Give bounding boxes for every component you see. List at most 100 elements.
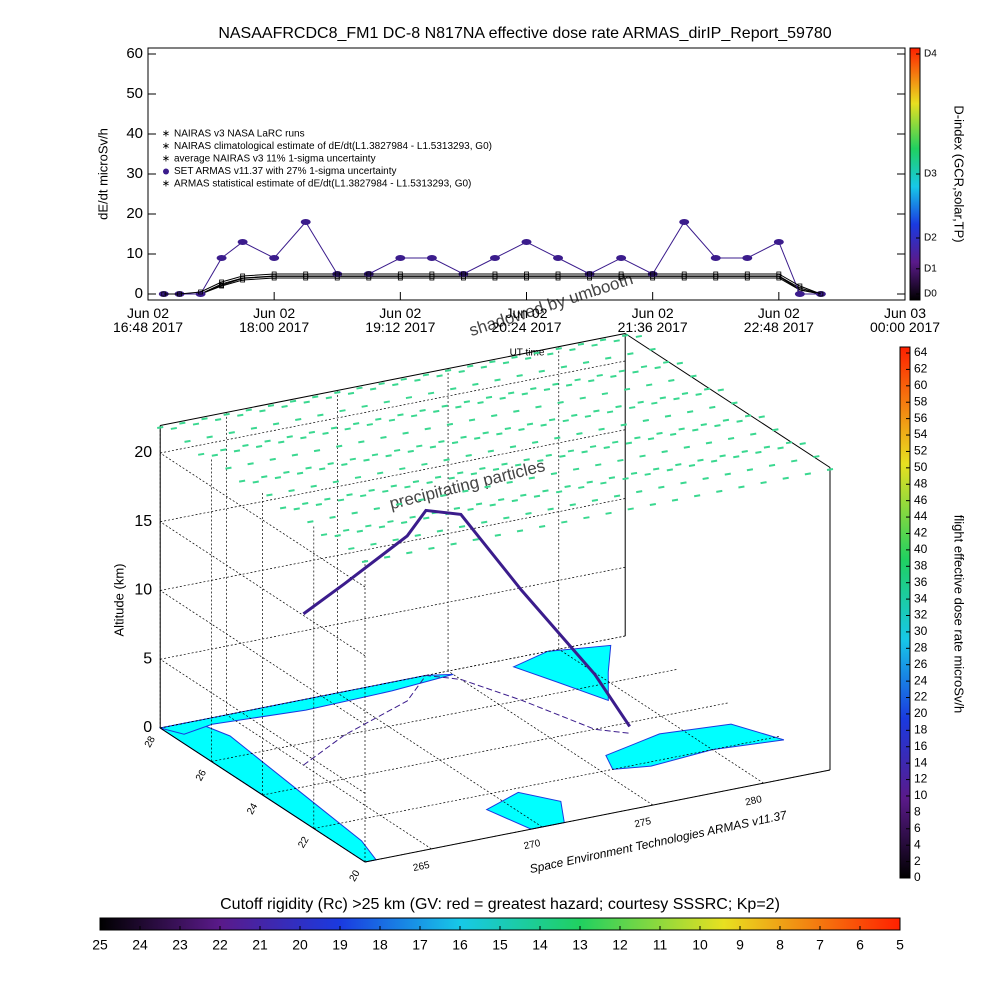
- particle: [639, 454, 646, 458]
- particle: [344, 427, 351, 431]
- particle: [310, 484, 317, 488]
- data-point: [198, 289, 203, 295]
- particle: [555, 490, 563, 494]
- particle: [225, 466, 232, 470]
- legend-label: SET ARMAS v11.37 with 27% 1-sigma uncert…: [174, 166, 397, 177]
- particle: [599, 338, 607, 342]
- data-point: [366, 271, 372, 277]
- colorbar-tick-label: 20: [914, 706, 928, 720]
- colorbar-tick-label: 16: [452, 937, 468, 953]
- particle: [569, 348, 576, 352]
- particle: [179, 421, 186, 425]
- particle: [559, 454, 566, 458]
- data-point: [742, 255, 753, 261]
- colorbar-tick-label: 22: [914, 690, 928, 704]
- colorbar-tick-label: 42: [914, 526, 928, 540]
- particle: [531, 440, 539, 444]
- particle: [509, 445, 517, 449]
- particle: [214, 418, 222, 422]
- data-point: [555, 271, 561, 277]
- particle: [375, 417, 382, 421]
- particle: [291, 453, 299, 457]
- particle: [383, 400, 390, 404]
- particle: [772, 428, 779, 432]
- particle: [417, 498, 425, 502]
- y-tick-label: 0: [135, 285, 143, 302]
- particle: [564, 485, 571, 488]
- particle: [538, 369, 545, 373]
- y-tick-label: 22: [296, 835, 311, 851]
- particle: [649, 503, 657, 507]
- particle: [750, 432, 757, 436]
- colorbar-tick-label: 6: [856, 937, 864, 953]
- data-point: [489, 255, 500, 261]
- particle: [661, 450, 668, 454]
- particle: [717, 388, 724, 392]
- z-axis-label: Altitude (km): [111, 564, 126, 637]
- particle: [465, 454, 472, 458]
- particle: [334, 534, 341, 538]
- y-tick-label: 50: [126, 85, 143, 102]
- legend-symbol: ∗: [162, 129, 170, 140]
- legend-symbol: [163, 168, 169, 175]
- particle: [791, 459, 798, 463]
- land: [605, 723, 785, 770]
- x-tick-label: 280: [744, 794, 763, 808]
- particle: [658, 485, 665, 489]
- particle: [671, 498, 679, 502]
- particle: [467, 364, 474, 368]
- particle: [279, 506, 287, 510]
- particle: [598, 427, 605, 431]
- legend-label: NAIRAS climatological estimate of dE/dt(…: [174, 141, 492, 152]
- particle: [443, 458, 450, 462]
- particle: [555, 347, 562, 351]
- colorbar-tick-label: 56: [914, 411, 928, 425]
- colorbar-tick-label: 13: [572, 937, 588, 953]
- particle: [521, 392, 528, 396]
- particle: [387, 520, 394, 524]
- particle: [421, 462, 428, 466]
- particle: [494, 533, 502, 537]
- grid-line: [337, 692, 543, 828]
- y-tick-label: 24: [245, 801, 260, 817]
- particle: [613, 494, 621, 498]
- particle: [612, 440, 619, 444]
- particle: [436, 374, 443, 378]
- colorbar-tick-label: 25: [92, 937, 108, 953]
- particle: [516, 374, 523, 378]
- particle: [409, 515, 416, 519]
- particle: [211, 453, 218, 457]
- x-tick-label: Jun 02 21:36 2017: [618, 305, 688, 335]
- particle: [514, 463, 522, 467]
- particle: [484, 485, 491, 489]
- particle: [373, 507, 380, 511]
- data-point: [773, 239, 784, 245]
- particle: [266, 493, 273, 497]
- particle: [640, 365, 648, 369]
- x-tick-label: Jun 03 00:00 2017: [870, 305, 940, 335]
- colorbar-tick-label: 22: [212, 937, 228, 953]
- colorbar-tick-label: D3: [924, 169, 937, 180]
- axis-line: [160, 333, 626, 426]
- data-point: [710, 255, 721, 261]
- particle: [688, 464, 696, 468]
- z-tick-label: 20: [134, 444, 152, 461]
- particle: [434, 475, 442, 479]
- particle: [683, 445, 690, 449]
- particle: [317, 413, 324, 417]
- particle: [412, 480, 420, 484]
- colorbar-tick-label: 58: [914, 394, 928, 408]
- colorbar-tick-label: 15: [492, 937, 508, 953]
- legend-symbol: ∗: [162, 141, 170, 152]
- particle: [444, 369, 452, 373]
- series-line: [163, 275, 821, 295]
- particle: [426, 481, 433, 485]
- particle: [429, 445, 437, 449]
- particle: [716, 489, 723, 493]
- particle: [523, 458, 530, 462]
- particle: [428, 546, 435, 550]
- particle: [782, 476, 789, 480]
- particle: [477, 401, 484, 405]
- data-point: [426, 255, 437, 261]
- particle: [552, 382, 559, 386]
